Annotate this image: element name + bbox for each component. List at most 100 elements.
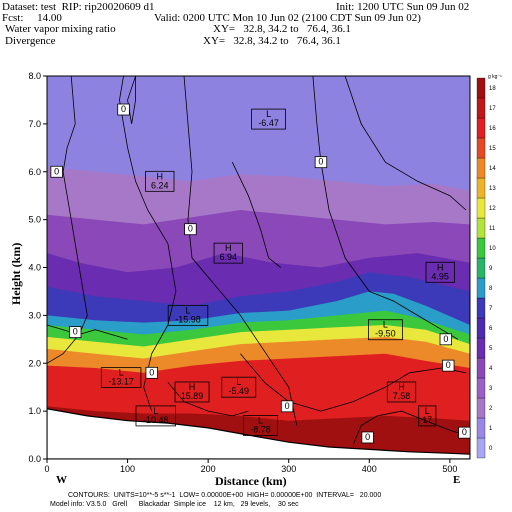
label-box	[386, 381, 417, 403]
label-text: L	[258, 415, 263, 425]
contour-line	[167, 382, 249, 417]
colorbar-swatch	[476, 297, 486, 319]
x-tick-label: 400	[362, 464, 377, 474]
label-text: H	[157, 171, 164, 181]
label-text: L	[119, 368, 124, 378]
y-tick-label: 2.0	[28, 358, 41, 368]
contour-label: 0	[117, 103, 130, 116]
contour-label: L-15.98	[167, 304, 209, 326]
label-text: 0	[121, 104, 126, 114]
label-text: -10.48	[143, 415, 169, 425]
colorbar-swatch	[476, 377, 486, 399]
colorbar-swatch	[476, 97, 486, 119]
contour-line	[47, 324, 128, 340]
contours-info: CONTOURS: UNITS=10**-5 s**-1 LOW= 0.0000…	[68, 492, 382, 499]
colorbar-label: 15	[489, 146, 496, 152]
colorbar-label: 3	[489, 386, 493, 392]
contour-line	[127, 76, 136, 124]
label-text: 0	[73, 327, 78, 337]
colorbar-swatch	[476, 397, 486, 419]
init-line: Init: 1200 UTC Sun 09 Jun 02	[336, 1, 470, 13]
colorbar-swatch	[476, 337, 486, 359]
colorbar-swatch	[476, 177, 486, 199]
contour-label: 0	[458, 426, 471, 439]
contour-line	[119, 76, 177, 412]
x-tick-label: 300	[281, 464, 296, 474]
label-text: 6.94	[220, 252, 238, 262]
label-text: 0	[443, 334, 448, 344]
label-box	[425, 261, 455, 283]
x-tick-label: 200	[201, 464, 216, 474]
colorbar-swatch	[476, 77, 486, 99]
label-text: 6.24	[151, 180, 169, 190]
divergence-contours	[47, 76, 467, 445]
contour-label: H15.89	[174, 381, 210, 403]
label-box	[418, 405, 437, 427]
label-text: 0	[54, 166, 59, 176]
colorbar-swatch	[476, 277, 486, 299]
dataset-line: Dataset: test RIP: rip20020609 d1	[2, 1, 155, 13]
y-tick-label: 0.0	[28, 454, 41, 464]
colorbar-swatch	[476, 197, 486, 219]
colorbar-swatch	[476, 237, 486, 259]
label-text: 17	[422, 415, 432, 425]
contour-line	[183, 76, 298, 426]
colorbar-label: 2	[489, 406, 493, 412]
label-text: -13.17	[108, 377, 134, 387]
contour-label: H6.24	[145, 170, 175, 192]
contour-label: L-13.17	[100, 367, 142, 389]
colorbar-label: 16	[489, 126, 496, 132]
contour-label: 0	[361, 431, 374, 444]
label-text: 0	[462, 427, 467, 437]
x-axis-title: Distance (km)	[215, 474, 287, 488]
contour-line	[312, 76, 459, 340]
contour-line	[240, 353, 467, 412]
colorbar-label: 1	[489, 426, 493, 432]
label-box	[280, 400, 294, 413]
label-text: 15.89	[181, 391, 204, 401]
label-text: L	[153, 406, 158, 416]
x-tick-label: 100	[120, 464, 135, 474]
label-text: L	[236, 377, 241, 387]
contour-line	[352, 410, 467, 445]
label-text: 0	[188, 224, 193, 234]
field1-name: Water vapor mixing ratio	[5, 23, 116, 35]
colorbar-swatch	[476, 257, 486, 279]
y-tick-label: 6.0	[28, 167, 41, 177]
label-text: 0	[365, 432, 370, 442]
y-tick-label: 1.0	[28, 406, 41, 416]
label-box	[243, 415, 278, 436]
colorbar-unit: g kg⁻¹	[488, 74, 502, 80]
label-text: L	[425, 406, 430, 416]
contour-labels: L-6.47H6.24H6.94H4.95L-15.98L-9.50L-13.1…	[50, 103, 471, 444]
label-text: -15.98	[175, 314, 201, 324]
colorbar-label: 6	[489, 326, 493, 332]
fcst-line: Fcst: 14.00	[2, 12, 62, 24]
contour-label: 0	[50, 165, 63, 178]
colorbar-label: 0	[489, 446, 493, 452]
x-end-label-east: E	[453, 474, 461, 486]
label-box	[50, 165, 63, 178]
colorbar-label: 7	[489, 306, 493, 312]
label-text: 0	[149, 367, 154, 377]
label-text: 7.58	[393, 391, 411, 401]
contour-label: L-9.50	[367, 319, 403, 341]
y-tick-label: 3.0	[28, 310, 41, 320]
colorbar-label: 10	[489, 246, 496, 252]
label-box	[213, 242, 243, 264]
contour-label: L-10.48	[135, 405, 176, 427]
colorbar-label: 11	[489, 226, 496, 232]
field2-name: Divergence	[5, 35, 56, 47]
label-text: 0	[446, 360, 451, 370]
colorbar-swatch	[476, 137, 486, 159]
label-text: H	[398, 382, 405, 392]
contour-label: H4.95	[425, 261, 455, 283]
contour-label: 0	[69, 326, 82, 339]
contour-line	[344, 76, 467, 211]
contour-label: 0	[145, 366, 158, 379]
contour-line	[47, 76, 88, 364]
label-text: 0	[318, 157, 323, 167]
label-text: H	[189, 382, 196, 392]
axes: 0 100 200 300 400 500 0.0 1.0 2.0 3.0 4.0 5.0 6.0 7.0…	[28, 71, 457, 474]
